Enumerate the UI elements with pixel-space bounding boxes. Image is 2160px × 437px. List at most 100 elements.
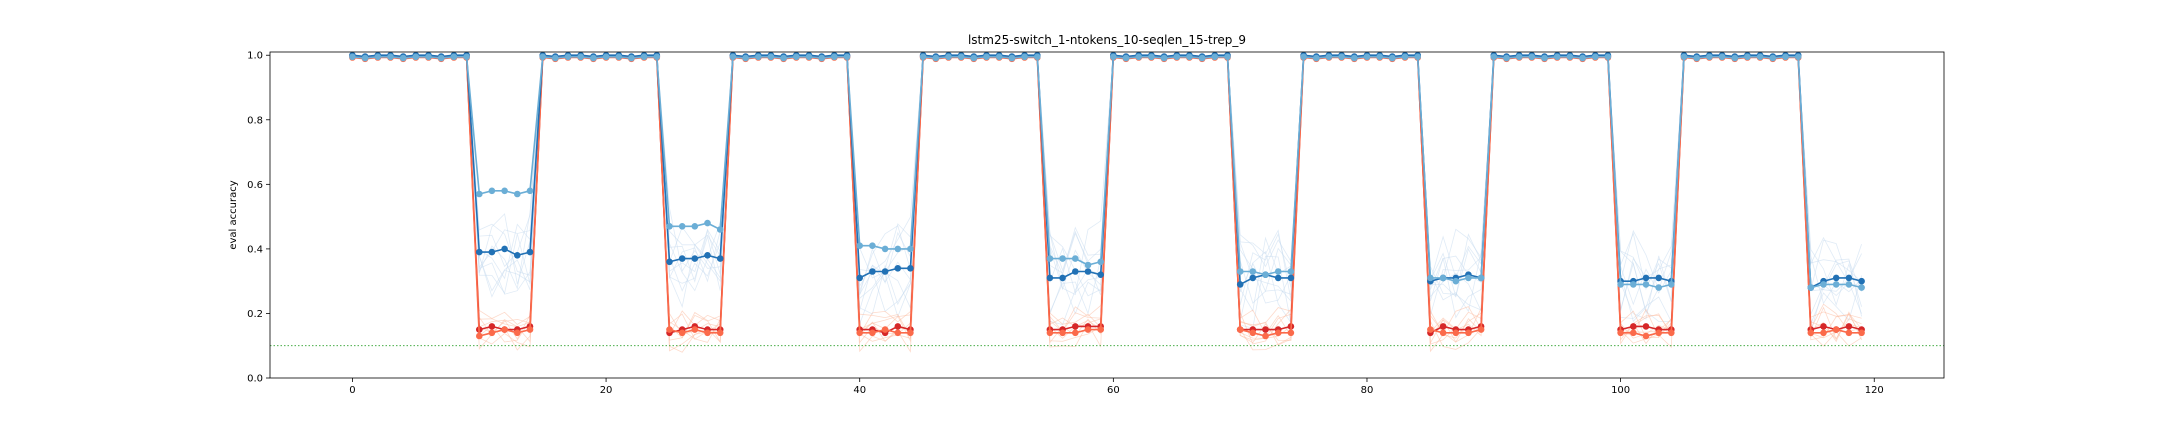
data-point-blue-light-33 [767, 53, 775, 61]
data-point-blue-light-18 [577, 53, 584, 61]
x-tick-label-80: 80 [1361, 385, 1374, 396]
data-point-blue-light-46 [932, 54, 940, 62]
data-point-blue-light-106 [1693, 54, 1700, 62]
data-point-blue-light-99 [1604, 53, 1612, 61]
data-point-red-light-44 [907, 329, 914, 337]
data-point-blue-main-10 [476, 248, 483, 256]
data-point-blue-light-10 [476, 190, 483, 198]
data-point-blue-light-3 [387, 53, 394, 61]
y-tick-label-0.2: 0.2 [247, 309, 263, 320]
data-point-blue-light-11 [488, 187, 496, 195]
data-point-red-light-86 [1439, 329, 1447, 337]
data-point-blue-main-59 [1097, 271, 1104, 279]
data-point-blue-light-17 [564, 53, 572, 61]
data-point-blue-light-91 [1503, 54, 1510, 62]
data-point-blue-light-39 [843, 53, 851, 61]
data-point-blue-light-30 [729, 53, 737, 61]
data-point-blue-main-73 [1274, 274, 1282, 282]
data-point-blue-light-8 [450, 53, 458, 61]
data-point-red-light-28 [704, 329, 711, 337]
data-point-blue-main-44 [907, 265, 914, 272]
data-point-blue-light-0 [349, 53, 356, 61]
data-point-blue-main-102 [1642, 274, 1650, 282]
data-point-blue-light-113 [1782, 53, 1789, 61]
data-point-blue-light-86 [1439, 274, 1447, 282]
data-point-red-light-26 [678, 329, 686, 337]
data-point-blue-main-11 [488, 248, 496, 256]
data-point-red-light-25 [666, 326, 673, 333]
data-point-blue-light-90 [1490, 53, 1498, 61]
data-point-red-light-118 [1845, 329, 1853, 337]
data-point-blue-light-71 [1249, 268, 1257, 275]
data-point-red-light-89 [1477, 326, 1485, 333]
data-point-red-light-104 [1668, 329, 1675, 337]
data-point-blue-light-2 [374, 53, 382, 61]
data-point-red-light-73 [1274, 329, 1282, 337]
data-point-blue-main-71 [1249, 274, 1257, 282]
data-point-red-light-55 [1046, 329, 1054, 337]
data-point-blue-light-97 [1579, 54, 1586, 62]
data-point-blue-light-72 [1262, 271, 1269, 279]
data-point-blue-light-26 [678, 223, 686, 230]
x-tick-label-40: 40 [853, 385, 866, 396]
data-point-blue-light-66 [1186, 53, 1193, 61]
data-point-blue-light-60 [1110, 53, 1117, 61]
data-point-red-light-43 [894, 329, 902, 337]
data-point-blue-main-14 [526, 248, 534, 256]
data-point-blue-main-26 [678, 255, 686, 262]
data-point-blue-light-83 [1401, 53, 1409, 61]
data-point-blue-light-44 [907, 245, 914, 253]
data-point-blue-light-65 [1173, 53, 1181, 61]
data-point-blue-light-88 [1465, 274, 1472, 282]
data-point-red-light-58 [1084, 326, 1092, 333]
data-point-red-main-57 [1072, 323, 1079, 330]
data-point-red-main-86 [1439, 323, 1447, 330]
data-point-blue-light-112 [1769, 54, 1777, 62]
data-point-blue-light-80 [1363, 53, 1371, 61]
data-point-blue-main-117 [1832, 274, 1840, 282]
data-point-blue-light-54 [1034, 53, 1041, 61]
data-point-red-light-59 [1097, 326, 1104, 333]
data-point-blue-light-16 [552, 54, 559, 62]
data-point-blue-light-38 [831, 53, 838, 61]
data-point-blue-light-92 [1515, 53, 1523, 61]
data-point-blue-light-104 [1668, 281, 1675, 288]
data-point-blue-light-62 [1135, 53, 1142, 61]
data-point-blue-light-27 [691, 223, 699, 230]
data-point-red-light-40 [856, 329, 863, 337]
data-point-blue-light-41 [869, 242, 876, 249]
data-point-blue-main-70 [1236, 281, 1244, 288]
data-point-blue-light-110 [1744, 53, 1751, 61]
data-point-blue-light-49 [970, 54, 978, 62]
data-point-blue-light-74 [1287, 268, 1295, 275]
axes-group: 0 20 40 60 80 100 120 0.0 0.2 0.4 0.6 0.8 1.0 [247, 51, 1945, 396]
data-point-red-light-41 [869, 329, 876, 337]
data-point-blue-light-68 [1211, 53, 1219, 61]
data-point-blue-light-48 [957, 53, 965, 61]
data-point-red-light-119 [1858, 329, 1865, 337]
data-point-blue-light-23 [640, 53, 648, 61]
data-point-blue-light-96 [1566, 53, 1574, 61]
data-point-blue-main-41 [869, 268, 876, 275]
data-point-blue-main-55 [1046, 274, 1054, 282]
data-point-blue-main-58 [1084, 268, 1092, 275]
data-point-red-light-85 [1427, 326, 1434, 333]
data-point-blue-light-78 [1338, 53, 1345, 61]
y-tick-label-0.6: 0.6 [247, 180, 263, 191]
data-point-blue-light-6 [425, 53, 432, 61]
data-point-blue-light-4 [399, 54, 407, 62]
data-point-blue-light-15 [539, 53, 546, 61]
data-point-blue-light-58 [1084, 261, 1092, 269]
data-point-blue-light-89 [1477, 274, 1485, 282]
data-point-red-main-118 [1845, 323, 1853, 330]
data-point-blue-light-56 [1059, 255, 1066, 262]
data-point-blue-light-102 [1642, 281, 1650, 288]
data-point-red-light-70 [1236, 326, 1244, 333]
data-point-blue-light-42 [881, 245, 889, 253]
data-point-blue-light-103 [1655, 284, 1662, 291]
data-point-blue-light-24 [653, 53, 661, 61]
data-point-blue-light-36 [805, 53, 813, 61]
y-tick-label-0.8: 0.8 [247, 115, 263, 126]
data-point-red-light-56 [1059, 329, 1066, 337]
